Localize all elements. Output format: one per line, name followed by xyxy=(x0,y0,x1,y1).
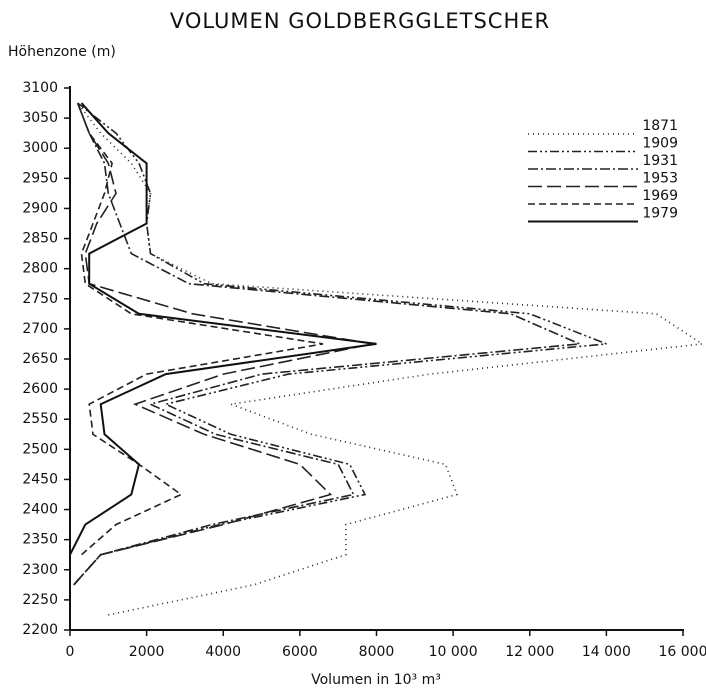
x-tick-label: 8000 xyxy=(359,644,395,660)
chart-title: VOLUMEN GOLDBERGGLETSCHER xyxy=(170,9,550,33)
y-tick-label: 2950 xyxy=(22,170,58,186)
legend-label: 1979 xyxy=(642,206,678,222)
y-tick-label: 2900 xyxy=(22,200,58,216)
x-axis-label: Volumen in 10³ m³ xyxy=(311,672,441,688)
y-tick-label: 2750 xyxy=(22,291,58,307)
series-line xyxy=(77,102,705,616)
series-line xyxy=(73,102,607,586)
legend-label: 1871 xyxy=(642,118,678,134)
y-axis-label: Höhenzone (m) xyxy=(8,44,116,60)
y-tick-label: 3050 xyxy=(22,110,58,126)
y-tick-label: 2650 xyxy=(22,351,58,367)
y-tick-label: 2300 xyxy=(22,562,58,578)
y-tick-label: 2200 xyxy=(22,622,58,638)
series-line xyxy=(76,102,324,556)
x-tick-label: 2000 xyxy=(129,644,165,660)
x-tick-label: 0 xyxy=(66,644,75,660)
legend-label: 1909 xyxy=(642,136,678,152)
series-line xyxy=(73,102,373,586)
y-tick-label: 2400 xyxy=(22,502,58,518)
y-tick-label: 2800 xyxy=(22,261,58,277)
legend-label: 1953 xyxy=(642,171,678,187)
legend-label: 1969 xyxy=(642,188,678,204)
x-tick-label: 10 000 xyxy=(429,644,478,660)
x-tick-label: 4000 xyxy=(205,644,241,660)
series-line xyxy=(73,102,583,586)
y-tick-label: 3000 xyxy=(22,140,58,156)
series-line xyxy=(69,102,377,556)
y-tick-label: 2850 xyxy=(22,231,58,247)
legend-label: 1931 xyxy=(642,153,678,169)
y-tick-label: 2700 xyxy=(22,321,58,337)
x-tick-label: 14 000 xyxy=(582,644,631,660)
y-tick-label: 2500 xyxy=(22,441,58,457)
y-tick-label: 2550 xyxy=(22,411,58,427)
y-tick-label: 3100 xyxy=(22,80,58,96)
x-tick-label: 16 000 xyxy=(659,644,706,660)
y-tick-label: 2600 xyxy=(22,381,58,397)
y-tick-label: 2350 xyxy=(22,532,58,548)
x-tick-label: 6000 xyxy=(282,644,318,660)
y-tick-label: 2250 xyxy=(22,592,58,608)
x-tick-label: 12 000 xyxy=(505,644,554,660)
y-tick-label: 2450 xyxy=(22,471,58,487)
